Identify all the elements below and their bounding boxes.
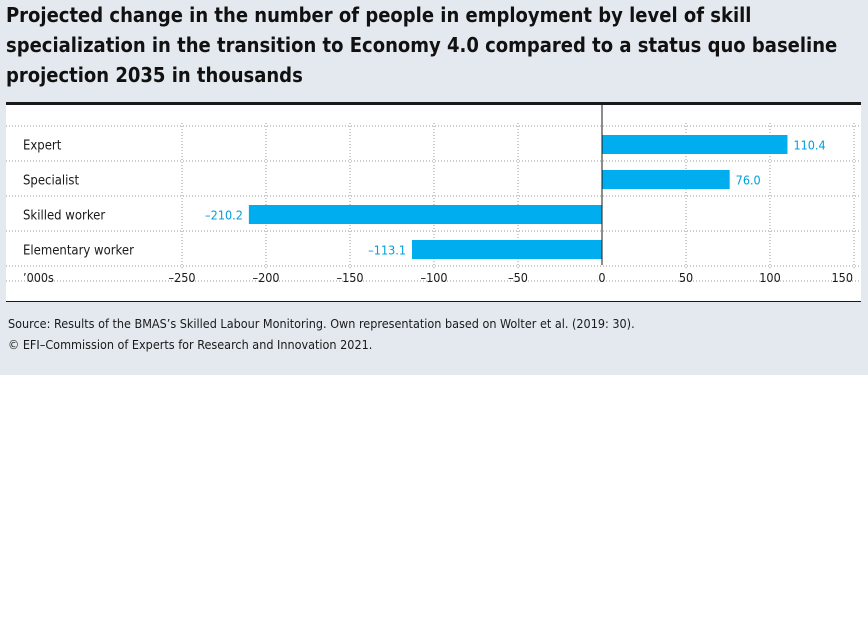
x-tick-label: 0 bbox=[598, 270, 605, 285]
bar-chart: Expert 110.4 Specialist 76.0 Skilled worker –… bbox=[6, 105, 861, 285]
x-tick-label: 150 bbox=[832, 270, 853, 285]
category-label: Elementary worker bbox=[23, 244, 134, 259]
unit-label: ’000s bbox=[23, 270, 54, 285]
bar bbox=[411, 240, 602, 259]
x-tick-label: 100 bbox=[759, 270, 780, 285]
bar bbox=[602, 170, 730, 189]
x-tick-label: 50 bbox=[679, 270, 693, 285]
x-tick-label: –50 bbox=[508, 270, 528, 285]
category-label: Skilled worker bbox=[23, 209, 105, 224]
data-label: 76.0 bbox=[736, 173, 761, 188]
category-label: Expert bbox=[23, 139, 62, 154]
category-label: Specialist bbox=[23, 174, 79, 189]
data-label: –113.1 bbox=[368, 243, 406, 258]
chart-area: Expert 110.4 Specialist 76.0 Skilled worker –… bbox=[6, 102, 861, 302]
x-tick-label: –200 bbox=[252, 270, 279, 285]
bar bbox=[602, 135, 788, 154]
copyright-note: © EFI–Commission of Experts for Research… bbox=[8, 337, 373, 352]
chart-title: Projected change in the number of people… bbox=[6, 3, 838, 87]
data-label: –210.2 bbox=[205, 208, 243, 223]
data-label: 110.4 bbox=[793, 138, 825, 153]
x-tick-label: –100 bbox=[420, 270, 447, 285]
x-tick-label: –250 bbox=[168, 270, 195, 285]
source-note: Source: Results of the BMAS’s Skilled La… bbox=[8, 316, 635, 331]
x-tick-label: –150 bbox=[336, 270, 363, 285]
bar bbox=[248, 205, 602, 224]
